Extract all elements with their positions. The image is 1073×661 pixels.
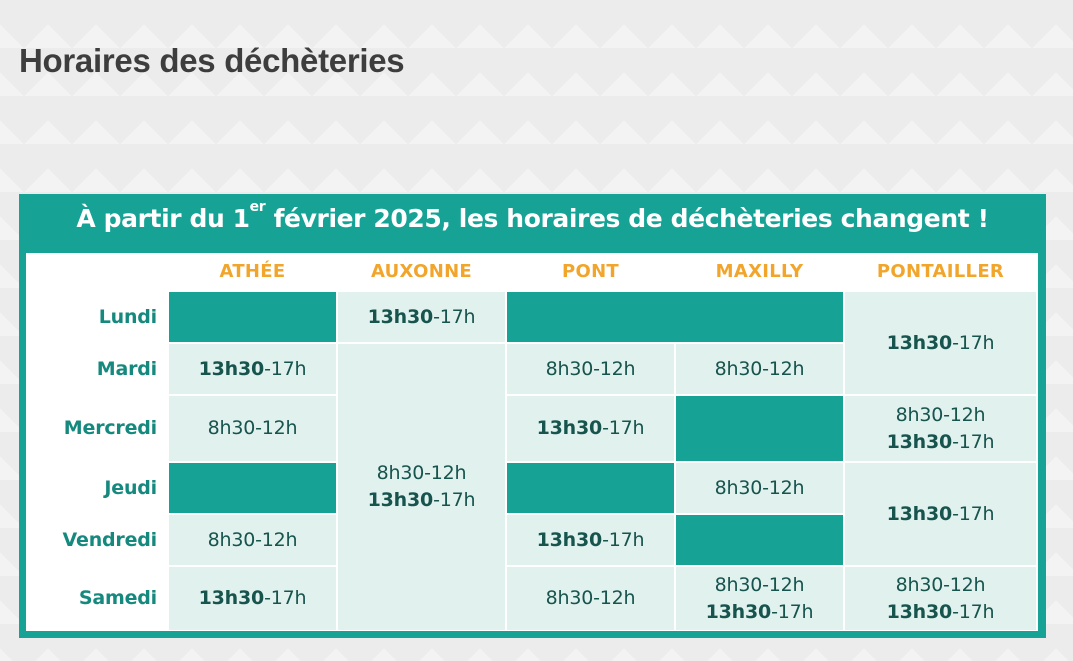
schedule-cell: 8h30-12h 13h30-17h [845,567,1036,630]
schedule-table: ATHÉE AUXONNE PONT MAXILLY PONTAILLER Lu… [26,253,1038,631]
column-header-pont: PONT [507,253,674,290]
schedule-cell: 8h30-12h [676,344,843,394]
schedule-cell: 13h30-17h [845,463,1036,565]
schedule-cell: 8h30-12h [169,396,336,461]
schedule-cell: 8h30-12h 13h30-17h [338,344,505,630]
schedule-cell: 13h30-17h [169,567,336,630]
schedule-cell-closed [676,396,843,461]
day-label-mardi: Mardi [26,344,167,394]
schedule-cell-closed [507,463,674,513]
day-label-jeudi: Jeudi [26,463,167,513]
schedule-banner: À partir du 1er février 2025, les horair… [76,199,989,233]
schedule-cell: 8h30-12h [507,567,674,630]
table-corner [26,253,167,290]
column-header-pontailler: PONTAILLER [845,253,1036,290]
schedule-cell: 8h30-12h [676,463,843,513]
schedule-cell: 8h30-12h 13h30-17h [676,567,843,630]
day-label-samedi: Samedi [26,567,167,630]
schedule-cell: 13h30-17h [507,396,674,461]
column-header-auxonne: AUXONNE [338,253,505,290]
schedule-cell: 13h30-17h [338,292,505,342]
schedule-cell: 8h30-12h [169,515,336,565]
page-title: Horaires des déchèteries [19,42,405,79]
schedule-cell-closed [676,515,843,565]
schedule-cell: 13h30-17h [845,292,1036,394]
schedule-card: À partir du 1er février 2025, les horair… [19,194,1046,638]
day-label-lundi: Lundi [26,292,167,342]
schedule-cell: 8h30-12h 13h30-17h [845,396,1036,461]
schedule-cell: 13h30-17h [507,515,674,565]
schedule-cell-closed [169,292,336,342]
schedule-cell: 8h30-12h [507,344,674,394]
column-header-athee: ATHÉE [169,253,336,290]
schedule-cell: 13h30-17h [169,344,336,394]
column-header-maxilly: MAXILLY [676,253,843,290]
schedule-cell-closed [507,292,843,342]
day-label-vendredi: Vendredi [26,515,167,565]
schedule-cell-closed [169,463,336,513]
day-label-mercredi: Mercredi [26,396,167,461]
